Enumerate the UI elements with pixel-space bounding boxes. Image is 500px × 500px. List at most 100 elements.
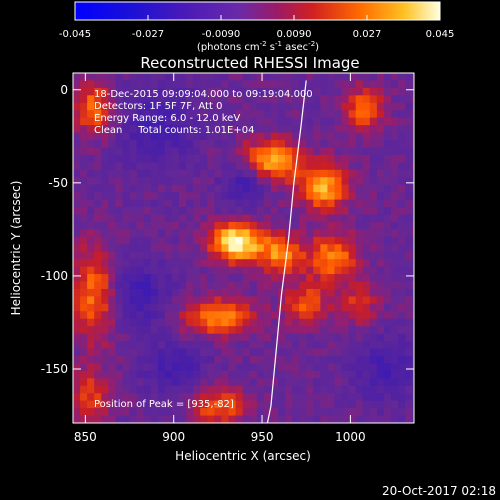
heatmap-cell	[249, 214, 258, 223]
heatmap-cell	[334, 117, 343, 126]
heatmap-cell	[313, 296, 321, 305]
heatmap-cell	[412, 333, 414, 342]
heatmap-cell	[80, 132, 88, 141]
heatmap-cell	[129, 251, 138, 260]
heatmap-cell	[122, 192, 131, 201]
heatmap-cell	[398, 363, 406, 372]
heatmap-cell	[94, 326, 102, 335]
heatmap-cell	[200, 348, 208, 357]
heatmap-cell	[334, 80, 343, 89]
heatmap-cell	[306, 154, 314, 163]
heatmap-cell	[200, 326, 208, 335]
heatmap-cell	[270, 378, 279, 387]
heatmap-cell	[327, 192, 336, 201]
heatmap-cell	[299, 207, 307, 216]
heatmap-cell	[292, 207, 300, 216]
heatmap-cell	[207, 169, 215, 178]
heatmap-cell	[200, 95, 208, 104]
heatmap-cell	[179, 162, 187, 171]
heatmap-cell	[263, 154, 272, 163]
heatmap-cell	[186, 125, 194, 134]
heatmap-cell	[193, 110, 201, 119]
heatmap-cell	[355, 87, 364, 96]
heatmap-cell	[306, 378, 314, 387]
heatmap-cell	[306, 393, 314, 402]
heatmap-cell	[249, 333, 258, 342]
heatmap-cell	[355, 214, 364, 223]
heatmap-cell	[80, 244, 88, 253]
heatmap-cell	[383, 192, 392, 201]
heatmap-cell	[355, 162, 364, 171]
heatmap-cell	[193, 207, 201, 216]
heatmap-cell	[186, 95, 194, 104]
heatmap-cell	[277, 140, 286, 149]
heatmap-cell	[292, 318, 300, 327]
heatmap-cell	[186, 184, 194, 193]
heatmap-cell	[235, 147, 244, 156]
heatmap-cell	[101, 169, 109, 178]
heatmap-cell	[405, 370, 413, 379]
heatmap-cell	[94, 229, 102, 238]
heatmap-cell	[383, 274, 392, 283]
heatmap-cell	[391, 266, 399, 275]
heatmap-cell	[164, 244, 173, 253]
heatmap-cell	[186, 154, 194, 163]
heatmap-cell	[80, 125, 88, 134]
heatmap-cell	[270, 192, 279, 201]
heatmap-cell	[129, 296, 138, 305]
heatmap-cell	[383, 288, 392, 298]
heatmap-cell	[348, 214, 357, 223]
heatmap-cell	[207, 333, 215, 342]
heatmap-cell	[101, 348, 109, 357]
y-tick-label: 0	[60, 83, 68, 97]
heatmap-cell	[242, 147, 251, 156]
heatmap-cell	[341, 162, 350, 171]
heatmap-cell	[129, 259, 138, 268]
heatmap-cell	[313, 154, 321, 163]
heatmap-cell	[207, 259, 215, 268]
heatmap-cell	[221, 303, 230, 312]
heatmap-cell	[150, 87, 159, 96]
heatmap-cell	[186, 311, 194, 320]
heatmap-cell	[249, 207, 258, 216]
heatmap-cell	[263, 281, 272, 290]
heatmap-cell	[73, 355, 81, 365]
heatmap-cell	[164, 132, 173, 141]
heatmap-cell	[214, 95, 223, 104]
heatmap-cell	[270, 303, 279, 312]
heatmap-cell	[221, 311, 230, 320]
heatmap-cell	[249, 236, 258, 245]
heatmap-cell	[320, 274, 329, 283]
heatmap-cell	[214, 125, 223, 134]
heatmap-cell	[313, 125, 321, 134]
heatmap-cell	[327, 154, 336, 163]
heatmap-cell	[376, 274, 385, 283]
heatmap-cell	[398, 251, 406, 260]
heatmap-cell	[277, 87, 286, 96]
heatmap-cell	[277, 184, 286, 193]
heatmap-cell	[383, 207, 392, 216]
heatmap-cell	[256, 125, 265, 134]
heatmap-cell	[94, 408, 102, 417]
heatmap-cell	[87, 311, 95, 320]
heatmap-cell	[292, 266, 300, 275]
heatmap-cell	[398, 117, 406, 126]
heatmap-cell	[362, 80, 371, 89]
heatmap-cell	[164, 229, 173, 238]
heatmap-cell	[80, 184, 88, 193]
heatmap-cell	[214, 132, 223, 141]
heatmap-cell	[369, 318, 378, 327]
heatmap-cell	[150, 266, 159, 275]
heatmap-cell	[285, 132, 293, 141]
heatmap-cell	[412, 266, 414, 275]
heatmap-cell	[334, 274, 343, 283]
heatmap-cell	[292, 110, 300, 119]
heatmap-cell	[122, 125, 131, 134]
heatmap-cell	[348, 408, 357, 417]
heatmap-cell	[80, 162, 88, 171]
heatmap-cell	[391, 192, 399, 201]
heatmap-cell	[164, 370, 173, 379]
heatmap-cell	[129, 363, 138, 372]
heatmap-cell	[285, 207, 293, 216]
heatmap-cell	[115, 274, 124, 283]
